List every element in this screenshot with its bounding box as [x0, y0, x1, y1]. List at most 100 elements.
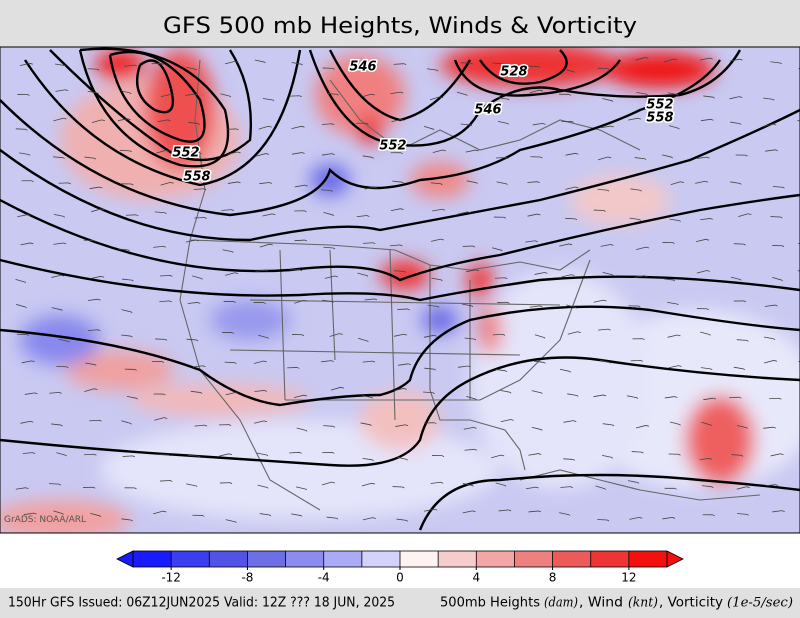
colorbar-bin [590, 551, 630, 567]
wind-barb [430, 481, 444, 484]
wind-barb [398, 363, 411, 366]
wind-barb [124, 368, 137, 371]
wind-barb [627, 395, 639, 399]
wind-barb [225, 392, 239, 396]
wind-barb [493, 216, 506, 219]
wind-barb [529, 89, 543, 94]
wind-barb [597, 188, 610, 192]
wind-barb [158, 454, 171, 457]
wind-barb [457, 211, 471, 215]
wind-barb [120, 149, 132, 153]
wind-barb [669, 218, 681, 222]
wind-barb [126, 214, 139, 217]
wind-barb [227, 151, 241, 155]
wind-barb [600, 244, 614, 247]
wind-barb [21, 360, 35, 364]
wind-barb [186, 483, 198, 488]
wind-barb [702, 514, 715, 517]
wind-barb [159, 480, 173, 482]
wind-barb [121, 278, 134, 282]
wind-barb [15, 487, 29, 490]
wind-barb [703, 95, 715, 99]
wind-barb [432, 455, 445, 457]
wind-barb [84, 156, 97, 160]
wind-barb [221, 209, 234, 211]
wind-barb [763, 97, 775, 101]
wind-barb [121, 183, 134, 186]
wind-barb [664, 487, 677, 490]
wind-barb [528, 510, 542, 513]
wind-barb [797, 270, 800, 272]
wind-barb [699, 458, 713, 460]
wind-barb [498, 509, 512, 512]
wind-barb [495, 369, 508, 373]
contour-label: 552 [379, 139, 406, 154]
wind-barb [730, 276, 742, 281]
colorbar-tick-label: -12 [161, 571, 181, 585]
wind-barb [362, 155, 374, 159]
wind-barb [561, 274, 575, 278]
wind-barb [772, 186, 785, 189]
footer-part: , Vorticity [659, 596, 723, 611]
footer-part: , Wind [579, 596, 623, 611]
wind-barb [772, 245, 785, 248]
wind-barb [492, 62, 505, 66]
wind-barb [670, 181, 684, 186]
wind-barb [564, 68, 575, 73]
wind-barb [20, 242, 34, 246]
wind-barb [118, 248, 130, 252]
colorbar: -12 -8 -4 0 4 8 12 [116, 550, 684, 585]
wind-barb [255, 153, 270, 157]
wind-barb [257, 484, 269, 489]
wind-barb [153, 393, 166, 396]
wind-barb [391, 119, 405, 123]
wind-barb [529, 305, 543, 308]
credit: GrADS: NOAA/ARL [4, 515, 86, 525]
wind-barb [464, 448, 478, 451]
wind-barb [157, 119, 171, 123]
wind-barb [532, 122, 546, 126]
wind-barb [426, 68, 439, 72]
wind-barb [185, 239, 199, 243]
wind-barb [492, 333, 506, 336]
wind-barb [628, 305, 641, 308]
contour-label: 528 [500, 65, 527, 80]
wind-barb [729, 96, 743, 100]
colorbar-bin [361, 551, 401, 567]
wind-barb [83, 239, 96, 242]
wind-barb [16, 304, 27, 309]
wind-barb [323, 212, 335, 217]
title: GFS 500 mb Heights, Winds & Vorticity [163, 14, 637, 39]
wind-barb [291, 513, 303, 517]
wind-barb [190, 390, 203, 394]
wind-barb [124, 487, 137, 490]
wind-barb [218, 424, 232, 426]
wind-barb [390, 208, 404, 212]
wind-barb [770, 216, 783, 219]
wind-barb [257, 452, 269, 457]
footer-bar [0, 588, 800, 618]
wind-barb [91, 208, 105, 213]
wind-barb [56, 452, 67, 457]
footer-part: (knt) [628, 596, 658, 611]
wind-barb [595, 485, 606, 490]
wind-barb [696, 156, 710, 159]
wind-barb [627, 480, 640, 484]
wind-barb [634, 275, 648, 278]
wind-barb [629, 516, 643, 520]
wind-barb [393, 333, 407, 337]
wind-barb [397, 308, 410, 311]
wind-barb [462, 483, 474, 487]
colorbar-tick-label: 8 [549, 571, 557, 585]
wind-barb [797, 119, 800, 122]
wind-barb [456, 91, 468, 96]
wind-barb [772, 510, 785, 513]
wind-barb [393, 388, 407, 392]
wind-barb [597, 156, 612, 161]
wind-barb [601, 125, 614, 129]
wind-barb [84, 388, 98, 393]
contour-label: 552 [646, 98, 673, 113]
wind-barb [22, 452, 36, 454]
wind-barb [764, 360, 778, 364]
